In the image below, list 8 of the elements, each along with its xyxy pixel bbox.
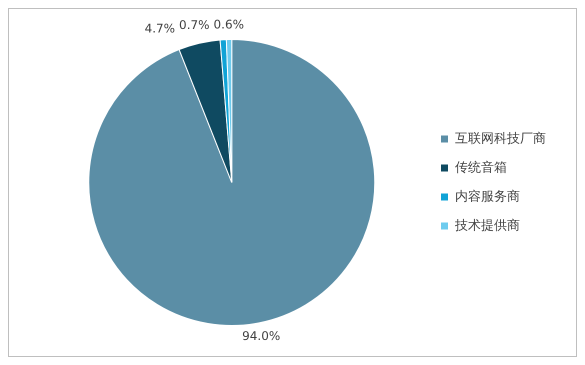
legend-label: 传统音箱 — [455, 160, 507, 176]
legend-label: 内容服务商 — [455, 188, 520, 204]
data-label: 0.6% — [214, 18, 244, 32]
legend-label: 互联网科技厂商 — [455, 131, 546, 146]
data-label: 94.0% — [242, 328, 280, 343]
data-label: 0.7% — [179, 18, 210, 32]
data-label: 4.7% — [144, 22, 176, 36]
legend-label: 技术提供商 — [454, 218, 520, 234]
